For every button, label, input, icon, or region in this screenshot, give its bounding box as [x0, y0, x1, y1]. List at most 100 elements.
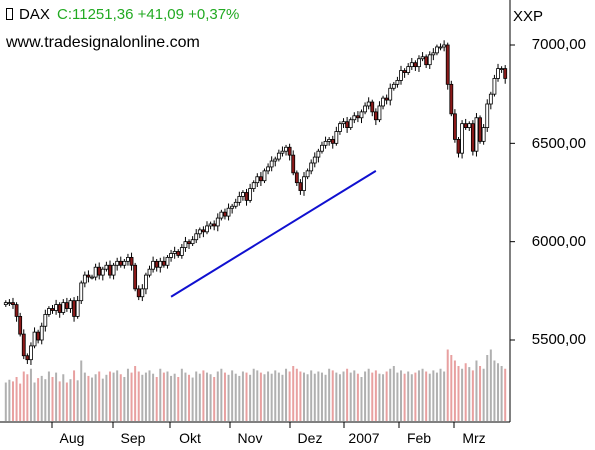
- candle: [179, 244, 184, 259]
- volume-bar: [94, 374, 97, 421]
- candle: [453, 109, 457, 143]
- volume-bar: [202, 370, 205, 421]
- candle: [244, 188, 249, 206]
- volume-bar: [98, 371, 101, 421]
- volume-bar: [58, 381, 61, 421]
- candle: [417, 55, 421, 72]
- candle: [381, 95, 385, 110]
- candle: [43, 309, 48, 332]
- candle: [413, 60, 418, 71]
- volume-bar: [407, 371, 410, 421]
- candle: [161, 256, 166, 268]
- volume-bar: [47, 371, 50, 421]
- volume-bar: [263, 374, 266, 421]
- volume-bar: [292, 366, 295, 421]
- candle: [223, 208, 227, 220]
- x-tick-label: Nov: [237, 430, 263, 446]
- volume-bar: [73, 370, 76, 421]
- candle: [355, 111, 360, 123]
- volume-bar: [44, 379, 47, 421]
- candle: [108, 260, 112, 279]
- candle: [298, 179, 303, 195]
- candle: [122, 258, 127, 269]
- volume-bar: [489, 349, 492, 421]
- candle: [496, 63, 500, 82]
- volume-bar: [191, 377, 194, 421]
- volume-bar: [446, 349, 449, 421]
- volume-bar: [493, 360, 496, 421]
- y-tick-label: 5500,00: [531, 331, 586, 348]
- candle: [215, 213, 220, 232]
- volume-bar: [435, 372, 438, 421]
- volume-bar: [213, 377, 216, 421]
- volume-bar: [439, 368, 442, 421]
- candle: [330, 135, 335, 149]
- volume-bar: [299, 371, 302, 421]
- volume-bar: [382, 374, 385, 421]
- volume-bar: [450, 355, 453, 421]
- volume-bar: [159, 368, 162, 421]
- volume-bar: [205, 372, 208, 421]
- candle: [269, 156, 274, 172]
- candle: [442, 40, 447, 52]
- volume-bar: [457, 366, 460, 421]
- candle: [449, 80, 454, 117]
- candle: [219, 209, 224, 221]
- quote-label: C:11251,36 +41,09 +0,37%: [57, 6, 240, 23]
- candle: [312, 152, 317, 168]
- x-tick-label: Feb: [406, 430, 432, 446]
- volume-bar: [335, 372, 338, 421]
- candle: [488, 91, 493, 110]
- volume-bar: [288, 371, 291, 421]
- volume-bar: [328, 368, 331, 421]
- candle: [287, 143, 292, 161]
- candle: [64, 297, 69, 312]
- volume-bar: [295, 368, 298, 421]
- candle: [395, 76, 400, 88]
- volume-bar: [267, 371, 270, 421]
- candle: [280, 146, 285, 157]
- candle: [86, 270, 91, 283]
- candle: [97, 262, 102, 280]
- candle: [366, 97, 371, 110]
- candle: [115, 257, 120, 271]
- volume-bar: [26, 374, 29, 421]
- volume-bar: [392, 366, 395, 421]
- candle: [499, 66, 504, 73]
- exchange-label: XXP: [513, 8, 544, 25]
- candle: [316, 148, 321, 163]
- candle: [503, 65, 508, 84]
- trendline[interactable]: [170, 170, 377, 298]
- candle: [467, 121, 472, 131]
- source-url: www.tradesignalonline.com: [6, 34, 200, 51]
- volume-bar: [349, 372, 352, 421]
- volume-bar: [223, 372, 226, 421]
- candle: [21, 329, 26, 360]
- volume-bar: [220, 368, 223, 421]
- volume-bar: [69, 379, 72, 421]
- volume-bar: [198, 373, 201, 421]
- volume-bar: [504, 368, 507, 421]
- y-tick-label: 7000,00: [531, 36, 586, 53]
- candle: [435, 44, 439, 56]
- candle-legend-icon: [6, 8, 13, 20]
- candle: [320, 141, 324, 154]
- volume-bar: [367, 368, 370, 421]
- volume-bar: [461, 368, 464, 421]
- candle: [341, 118, 346, 128]
- volume-bar: [116, 370, 119, 421]
- volume-bar: [403, 373, 406, 421]
- volume-bar: [162, 372, 165, 421]
- volume-bar: [428, 373, 431, 421]
- candle: [190, 236, 195, 246]
- candle: [438, 43, 443, 51]
- candle: [384, 94, 389, 105]
- candle: [248, 183, 253, 203]
- volume-bar: [389, 368, 392, 421]
- volume-bar: [83, 372, 86, 421]
- candle: [133, 262, 138, 292]
- volume-bar: [11, 381, 14, 421]
- volume-bar: [4, 382, 7, 421]
- volume-bar: [360, 377, 363, 421]
